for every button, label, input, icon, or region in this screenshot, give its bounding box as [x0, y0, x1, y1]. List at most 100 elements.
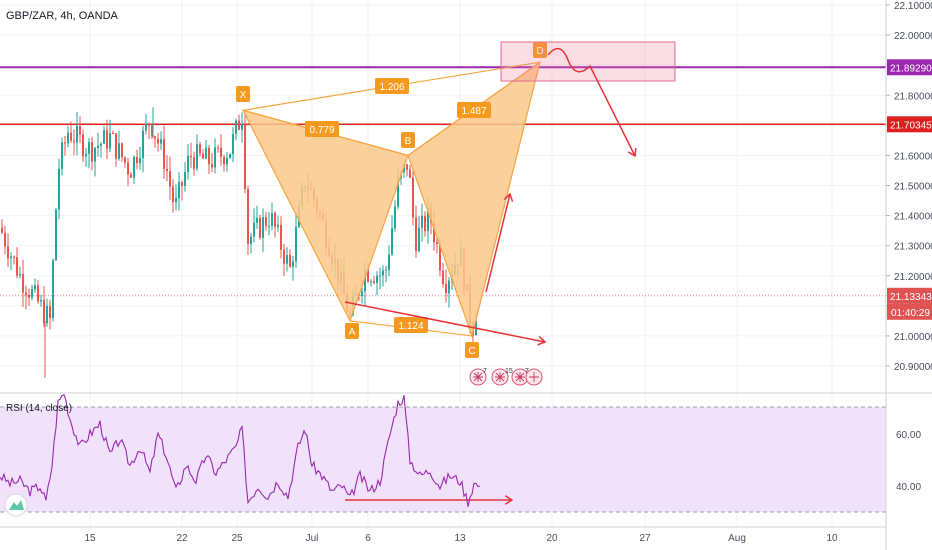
candle-body [448, 280, 450, 294]
candle-body [256, 217, 258, 223]
candle-body [61, 142, 63, 169]
countdown-label: 01:40:29 [891, 308, 930, 319]
candle-body [202, 153, 204, 159]
candle-body [376, 275, 378, 283]
candle-body [139, 158, 141, 164]
candle-body [190, 155, 192, 158]
candle-body [55, 209, 57, 261]
candle-body [91, 142, 93, 162]
price-tick-label: 21.60000 [894, 151, 932, 162]
time-tick-label: 20 [546, 533, 558, 544]
event-flag-glyph [473, 372, 483, 382]
pattern-point-X-badge [236, 86, 250, 102]
rsi-line [0, 393, 481, 507]
candle-body [382, 270, 384, 276]
candle-body [115, 133, 117, 159]
pattern-point-X: X [240, 90, 247, 101]
level-label-resistance-red: 21.70345 [890, 120, 932, 131]
candle-body [259, 217, 261, 238]
candle-body [223, 157, 225, 165]
candle-body [37, 285, 39, 302]
pattern-point-D: D [536, 46, 543, 57]
event-count: 7 [483, 368, 487, 375]
candle-body [262, 217, 264, 238]
candle-body [172, 186, 174, 203]
candle-body [226, 157, 228, 165]
candle-body [52, 260, 54, 319]
price-tick-label: 21.00000 [894, 332, 932, 343]
candle-body [58, 168, 60, 210]
candle-body [199, 144, 201, 154]
candle-body [151, 125, 153, 137]
candle-body [16, 257, 18, 276]
candle-body [436, 242, 438, 245]
time-axis: 15 22 25 Jul 6 13 20 27 Aug 10 [84, 533, 838, 544]
ratio-label: 0.779 [309, 125, 334, 136]
arrow-head [537, 335, 547, 346]
candle-body [427, 207, 429, 231]
candle-body [181, 181, 183, 186]
candle-body [265, 217, 267, 227]
rsi-label: RSI (14, close) [6, 403, 72, 414]
candle-body [175, 198, 177, 203]
time-tick-label: 27 [639, 533, 651, 544]
candle-body [43, 299, 45, 324]
time-tick-label: 13 [454, 533, 466, 544]
level-label-bg [887, 116, 932, 133]
candle-body [142, 130, 144, 159]
candle-body [247, 189, 249, 244]
candle-body [421, 215, 423, 228]
time-tick-label: 22 [176, 533, 188, 544]
candle-body [64, 142, 66, 144]
candle-body [73, 140, 75, 143]
ratio-badge [305, 121, 339, 137]
candle-body [19, 274, 21, 276]
arrow-head [504, 495, 514, 505]
candle-body [85, 153, 87, 157]
candle-body [7, 246, 9, 259]
candle-body [370, 281, 372, 283]
harmonic-pattern: X A B C D 0.779 1.206 1.487 1.124 [236, 42, 547, 358]
candle-body [103, 130, 105, 144]
event-flag-glyph [515, 372, 525, 382]
candle-body [217, 147, 219, 149]
candle-body [295, 226, 297, 262]
candle-body [109, 133, 111, 149]
candle-body [361, 291, 363, 296]
candle-body [418, 227, 420, 252]
ratio-label: 1.487 [461, 106, 486, 117]
candle-body [97, 145, 99, 148]
candle-body [415, 217, 417, 252]
candle-body [220, 147, 222, 158]
arrow-path-up [485, 193, 511, 293]
candle-body [286, 255, 288, 264]
candle-body [166, 168, 168, 172]
candle-body [277, 224, 279, 227]
candle-body [130, 174, 132, 178]
ratio-badge [457, 102, 491, 118]
level-label-bg [887, 59, 932, 76]
pattern-point-C-badge [465, 342, 479, 358]
candle-body [31, 289, 33, 298]
candle-body [157, 138, 159, 144]
d-zone-box[interactable] [500, 41, 676, 82]
candle-body [208, 147, 210, 165]
candle-body [214, 147, 216, 168]
arrow-head [627, 147, 637, 158]
time-tick-label: 25 [231, 533, 243, 544]
candle-body [268, 225, 270, 227]
candle-body [145, 123, 147, 131]
rsi-axis: 60.00 40.00 [896, 430, 921, 493]
candle-body [25, 292, 27, 296]
candle-body [385, 269, 387, 271]
candle-body [280, 224, 282, 250]
candle-body [163, 139, 165, 169]
candle-body [124, 157, 126, 163]
candle-body [100, 143, 102, 146]
time-tick-label: 6 [365, 533, 371, 544]
ratio-badge [375, 78, 409, 94]
candle-body [211, 164, 213, 168]
candle-body [271, 213, 273, 226]
pattern-point-D-badge [533, 42, 547, 58]
